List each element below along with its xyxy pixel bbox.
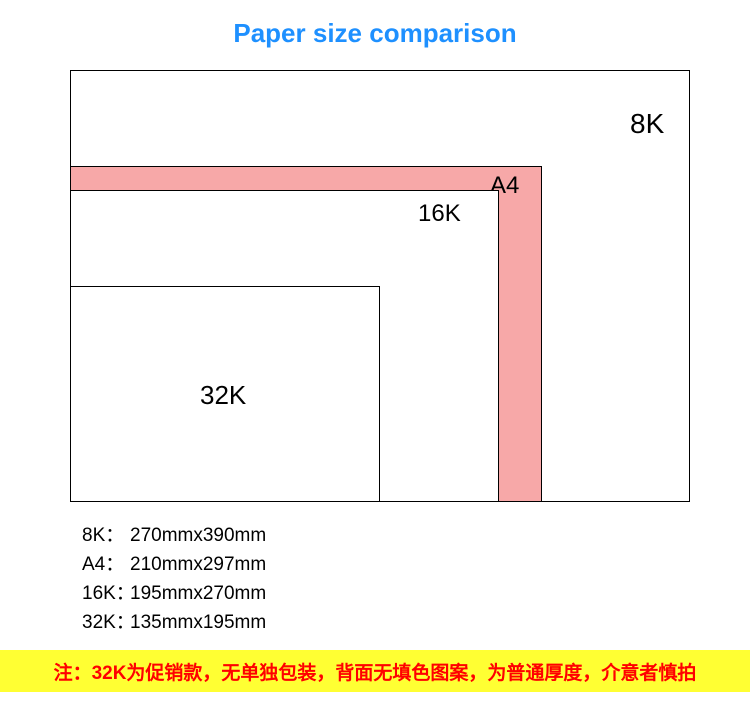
legend-label: A4：	[82, 549, 130, 576]
rect-label-16k: 16K	[418, 200, 461, 228]
legend-row: 8K：270mmx390mm	[82, 520, 266, 547]
legend-label: 32K：	[82, 607, 130, 634]
legend-value: 135mmx195mm	[130, 612, 266, 633]
rect-label-32k: 32K	[200, 380, 246, 411]
legend-row: 16K：195mmx270mm	[82, 578, 266, 605]
note-bar: 注： 32K为促销款，无单独包装，背面无填色图案，为普通厚度，介意者慎拍	[0, 650, 750, 692]
legend-row: 32K：135mmx195mm	[82, 607, 266, 634]
legend-row: A4：210mmx297mm	[82, 549, 266, 576]
legend-value: 195mmx270mm	[130, 583, 266, 604]
legend-value: 210mmx297mm	[130, 554, 266, 575]
rect-label-8k: 8K	[630, 108, 664, 140]
note-text: 32K为促销款，无单独包装，背面无填色图案，为普通厚度，介意者慎拍	[92, 658, 697, 685]
legend-label: 8K：	[82, 520, 130, 547]
note-prefix: 注：	[54, 658, 92, 685]
legend: 8K：270mmx390mmA4：210mmx297mm16K：195mmx27…	[82, 520, 266, 636]
diagram-container: 8KA416K32K	[70, 70, 690, 502]
legend-label: 16K：	[82, 578, 130, 605]
page-title: Paper size comparison	[0, 0, 750, 59]
legend-value: 270mmx390mm	[130, 525, 266, 546]
